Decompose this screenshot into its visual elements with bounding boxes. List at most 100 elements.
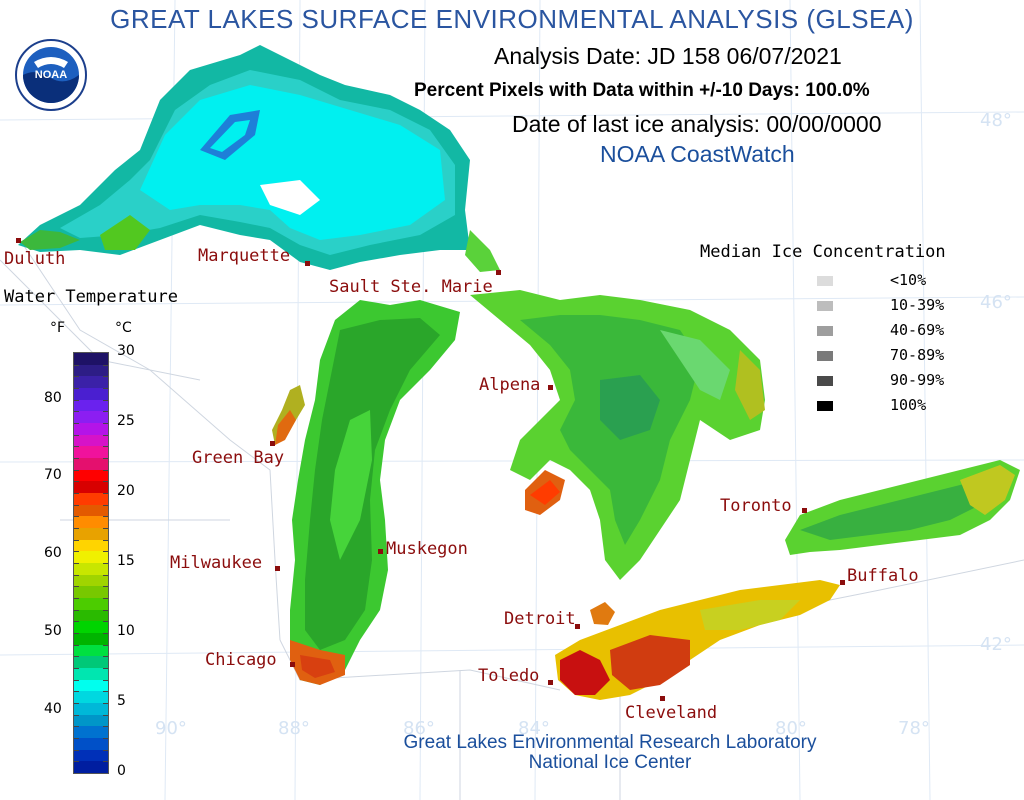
colorbar-step	[74, 761, 108, 774]
colorbar-tick-mark	[103, 364, 108, 366]
colorbar-step	[74, 516, 108, 529]
celsius-tick-label: 0	[117, 763, 126, 779]
colorbar-step	[74, 633, 108, 646]
colorbar-tick-mark	[103, 434, 108, 436]
colorbar-tick-mark	[74, 668, 79, 669]
lon-78-label: 78°	[898, 718, 930, 739]
colorbar-step	[74, 738, 108, 751]
colorbar-tick-mark	[74, 644, 79, 646]
colorbar-tick-mark	[74, 656, 79, 658]
celsius-tick-label: 20	[117, 483, 135, 499]
lake-ontario	[785, 460, 1020, 555]
colorbar-tick-mark	[103, 563, 108, 564]
ice-legend-swatch	[817, 301, 833, 311]
colorbar-step	[74, 399, 108, 412]
fahrenheit-tick-label: 70	[44, 467, 62, 484]
city-cleveland: Cleveland	[625, 703, 718, 723]
ice-legend-label: 40-69%	[890, 321, 945, 339]
sault-marker	[496, 270, 501, 275]
colorbar-tick-mark	[103, 749, 108, 751]
fahrenheit-tick-label: 60	[44, 545, 62, 562]
colorbar-step	[74, 376, 108, 389]
colorbar-tick-mark	[74, 714, 79, 716]
colorbar-tick-mark	[103, 399, 108, 401]
colorbar-tick-mark	[103, 621, 108, 623]
colorbar-tick-mark	[74, 493, 79, 494]
alpena-marker	[548, 385, 553, 390]
colorbar-tick-mark	[74, 586, 79, 588]
colorbar-step	[74, 679, 108, 692]
colorbar-tick-mark	[103, 586, 108, 588]
colorbar-tick-mark	[103, 493, 108, 494]
colorbar-step	[74, 563, 108, 576]
colorbar-tick-mark	[74, 563, 79, 564]
lake-erie	[555, 580, 840, 700]
colorbar-tick-mark	[74, 551, 79, 553]
city-detroit: Detroit	[504, 609, 576, 629]
colorbar-tick-mark	[74, 423, 79, 424]
water-temp-colorbar	[73, 352, 109, 774]
colorbar-tick-mark	[74, 504, 79, 506]
colorbar-tick-mark	[74, 726, 79, 728]
colorbar-tick-mark	[74, 411, 79, 413]
chicago-marker	[290, 662, 295, 667]
colorbar-tick-mark	[103, 504, 108, 506]
colorbar-tick-mark	[74, 469, 79, 471]
colorbar-tick-mark	[74, 633, 79, 634]
colorbar-step	[74, 481, 108, 494]
credit-nic: National Ice Center	[528, 752, 692, 773]
fahrenheit-tick-label: 80	[44, 389, 62, 406]
colorbar-step	[74, 586, 108, 599]
ice-legend-swatch	[817, 401, 833, 411]
colorbar-tick-mark	[103, 539, 108, 541]
colorbar-step	[74, 458, 108, 471]
ice-legend-title: Median Ice Concentration	[700, 242, 946, 262]
lat-42-label: 42°	[980, 634, 1012, 655]
noaa-logo: NOAA	[14, 38, 88, 112]
colorbar-tick-mark	[103, 423, 108, 424]
colorbar-tick-mark	[74, 598, 79, 599]
ice-legend-label: 10-39%	[890, 296, 945, 314]
lon-90-label: 90°	[155, 718, 187, 739]
noaa-logo-text: NOAA	[35, 69, 67, 81]
colorbar-tick-mark	[74, 481, 79, 483]
ice-legend-label: <10%	[890, 271, 927, 289]
colorbar-tick-mark	[74, 376, 79, 378]
colorbar-step	[74, 353, 108, 366]
colorbar-step	[74, 598, 108, 611]
colorbar-tick-mark	[103, 528, 108, 529]
colorbar-tick-mark	[103, 738, 108, 739]
city-alpena: Alpena	[479, 375, 541, 395]
colorbar-step	[74, 504, 108, 517]
celsius-tick-label: 10	[117, 623, 135, 639]
colorbar-tick-mark	[103, 691, 108, 693]
city-marquette: Marquette	[198, 246, 291, 266]
colorbar-step	[74, 469, 108, 482]
colorbar-tick-mark	[74, 738, 79, 739]
marquette-marker	[305, 261, 310, 266]
lat-46-label: 46°	[980, 292, 1012, 313]
toledo-marker	[548, 680, 553, 685]
colorbar-step	[74, 621, 108, 634]
colorbar-step	[74, 703, 108, 716]
colorbar-tick-mark	[74, 749, 79, 751]
colorbar-step	[74, 364, 108, 377]
city-buffalo: Buffalo	[847, 566, 919, 586]
colorbar-tick-mark	[103, 609, 108, 611]
colorbar-step	[74, 493, 108, 506]
colorbar-step	[74, 574, 108, 587]
colorbar-tick-mark	[103, 469, 108, 471]
unit-fahrenheit: °F	[50, 320, 66, 336]
city-green-bay: Green Bay	[192, 448, 285, 468]
celsius-tick-label: 30	[117, 343, 135, 359]
celsius-tick-label: 15	[117, 553, 135, 569]
percent-pixels: Percent Pixels with Data within +/-10 Da…	[414, 80, 870, 101]
colorbar-step	[74, 446, 108, 459]
lat-48-label: 48°	[980, 110, 1012, 131]
colorbar-tick-mark	[74, 691, 79, 693]
colorbar-tick-mark	[103, 574, 108, 576]
colorbar-step	[74, 714, 108, 727]
city-duluth: Duluth	[4, 249, 66, 269]
colorbar-tick-mark	[74, 621, 79, 623]
